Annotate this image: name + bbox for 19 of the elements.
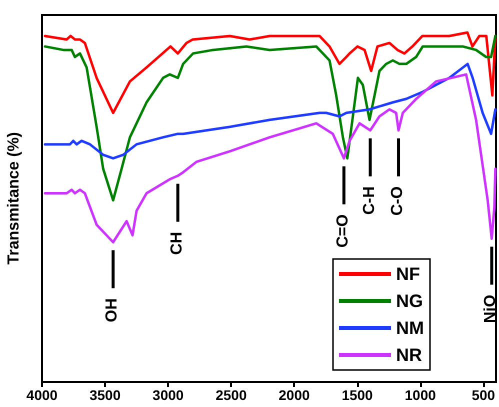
- annotation: CH: [168, 232, 186, 255]
- x-tick-label: 1000: [404, 387, 436, 403]
- legend-label: NG: [396, 291, 424, 311]
- legend-label: NM: [396, 318, 424, 338]
- x-tick-label: 2000: [278, 387, 310, 403]
- legend-label: NF: [396, 264, 420, 284]
- x-tick-label: 3500: [89, 387, 121, 403]
- annotation: C-O: [389, 186, 406, 216]
- legend-label: NR: [396, 345, 422, 365]
- y-axis-title: Transmitance (%): [6, 132, 22, 264]
- x-tick-label: 1500: [342, 387, 374, 403]
- annotation: OH: [104, 298, 121, 322]
- x-tick-label: 500: [472, 387, 496, 403]
- x-tick-label: 3000: [152, 387, 184, 403]
- annotation: NiO: [482, 294, 499, 324]
- annotation: C=O: [334, 214, 352, 248]
- x-tick-label: 4000: [26, 387, 58, 403]
- annotation: C-H: [360, 186, 378, 215]
- x-tick-label: 2500: [216, 387, 247, 403]
